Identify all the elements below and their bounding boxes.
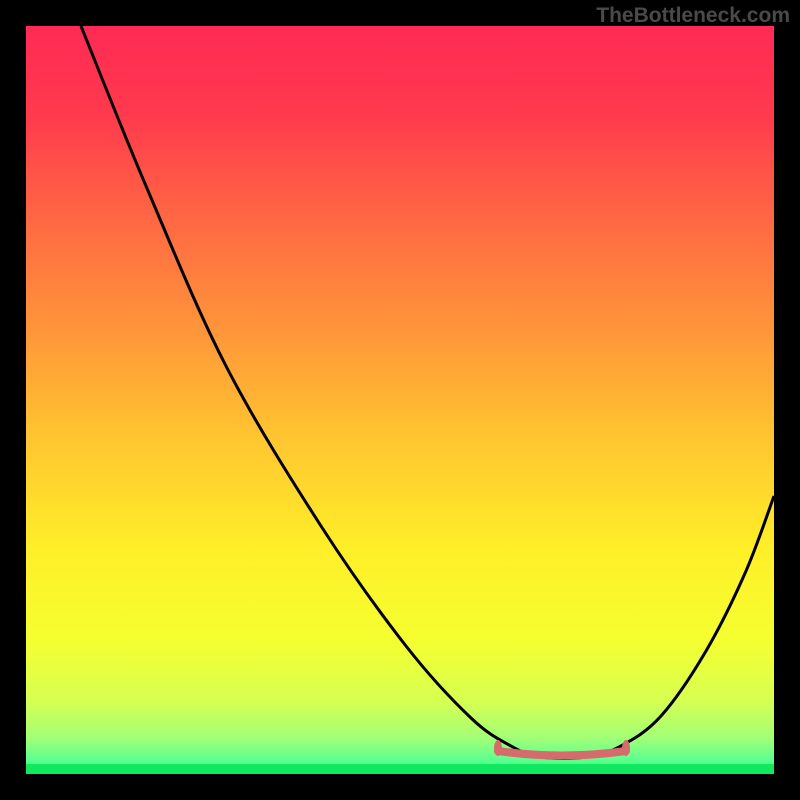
bottleneck-curve: [81, 26, 774, 758]
chart-area: [26, 26, 774, 774]
chart-curve-svg: [26, 26, 774, 774]
bottom-green-band: [26, 764, 774, 774]
watermark-text: TheBottleneck.com: [596, 4, 790, 28]
